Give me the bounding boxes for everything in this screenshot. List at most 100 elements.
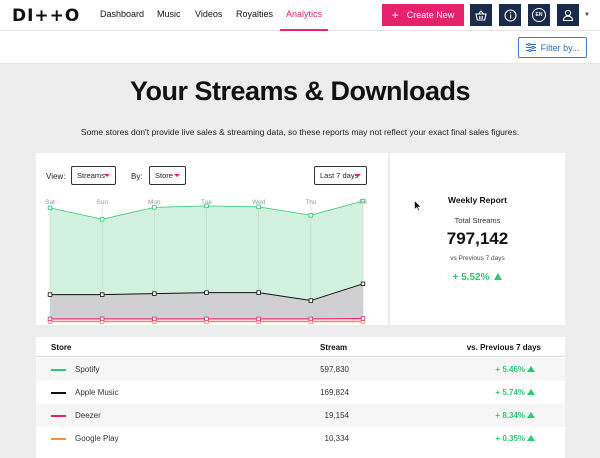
- total-streams-value: 797,142: [446, 229, 509, 248]
- data-point-deezer[interactable]: [360, 316, 366, 321]
- store-change: + 8.34%: [495, 411, 525, 420]
- store-name: Deezer: [75, 411, 101, 420]
- page-title: Your Streams & Downloads: [129, 76, 471, 106]
- x-tick-label: Wed: [252, 199, 266, 206]
- data-point-spotify[interactable]: [204, 203, 209, 209]
- trend-up-icon: [527, 435, 535, 441]
- table-row[interactable]: Deezer 19,154 + 8.34%: [36, 404, 565, 427]
- total-streams-label: Total Streams: [454, 216, 501, 225]
- trend-up-icon: [494, 273, 503, 280]
- store-name: Apple Music: [75, 388, 119, 397]
- column-header-stream[interactable]: Stream: [320, 343, 348, 352]
- language-button[interactable]: EN: [528, 4, 550, 26]
- ditto-logo[interactable]: DI++O: [12, 6, 81, 26]
- filter-by-label: Filter by...: [540, 42, 580, 53]
- x-tick-label: Thu: [305, 199, 317, 206]
- nav-item-royalties[interactable]: Royalties: [236, 9, 274, 19]
- nav-item-dashboard[interactable]: Dashboard: [100, 9, 145, 19]
- x-tick-label: Fri: [359, 199, 367, 206]
- data-point-spotify[interactable]: [256, 204, 261, 210]
- stream-count: 169,824: [320, 388, 349, 397]
- column-header-change[interactable]: vs. Previous 7 days: [466, 343, 541, 352]
- weekly-change-value: + 5.52%: [452, 272, 490, 283]
- store-change: + 5.74%: [495, 388, 525, 397]
- store-breakdown-table: Store Stream vs. Previous 7 days Spotify…: [36, 337, 565, 458]
- nav-item-analytics[interactable]: Analytics: [286, 9, 323, 19]
- table-row[interactable]: Spotify 597,830 + 5.46%: [36, 358, 565, 381]
- data-point-deezer[interactable]: [47, 316, 53, 322]
- table-header: Store Stream vs. Previous 7 days: [36, 337, 565, 357]
- data-point-spotify[interactable]: [99, 217, 105, 222]
- table-row[interactable]: Apple Music 169,824 + 5.74%: [36, 381, 565, 404]
- x-tick-label: Mon: [148, 199, 161, 206]
- create-new-label: Create New: [406, 10, 455, 20]
- trend-up-icon: [527, 366, 535, 372]
- data-point-deezer[interactable]: [308, 316, 314, 322]
- data-point-deezer[interactable]: [204, 316, 209, 322]
- by-select-value: Store: [155, 171, 173, 180]
- data-point-deezer[interactable]: [152, 316, 157, 322]
- chevron-down-icon[interactable]: ▼: [584, 12, 590, 18]
- x-tick-label: Tue: [201, 199, 212, 206]
- data-point-spotify[interactable]: [360, 198, 366, 204]
- stream-count: 597,830: [320, 365, 349, 374]
- basket-icon: [475, 9, 487, 21]
- view-select-value: Streams: [77, 171, 105, 180]
- data-point-apple-music[interactable]: [256, 290, 261, 295]
- table-row[interactable]: Google Play 10,334 + 0.35%: [36, 427, 565, 450]
- column-header-store[interactable]: Store: [51, 343, 72, 352]
- active-tab-indicator: [280, 29, 328, 31]
- nav-item-music[interactable]: Music: [157, 9, 181, 19]
- view-select[interactable]: Streams: [71, 166, 116, 185]
- store-change: + 5.46%: [495, 365, 525, 374]
- data-point-apple-music[interactable]: [204, 290, 209, 295]
- data-point-apple-music[interactable]: [152, 291, 157, 296]
- streams-area-chart: Sat Sun Mon Tue Wed Thu Fri: [45, 198, 367, 324]
- store-change: + 0.35%: [495, 434, 525, 443]
- top-navigation: DI++O Dashboard Music Videos Royalties A…: [0, 0, 600, 31]
- filter-bar: Filter by...: [0, 31, 600, 64]
- data-point-apple-music[interactable]: [47, 292, 53, 297]
- info-icon: [503, 8, 517, 22]
- data-point-apple-music[interactable]: [360, 281, 366, 287]
- period-select[interactable]: Last 7 days: [314, 166, 367, 185]
- stream-count: 10,334: [324, 434, 349, 443]
- trend-up-icon: [527, 412, 535, 418]
- language-icon: EN: [532, 8, 546, 22]
- info-button[interactable]: [499, 4, 521, 26]
- nav-item-videos[interactable]: Videos: [195, 9, 223, 19]
- filter-by-button[interactable]: Filter by...: [518, 37, 587, 58]
- data-point-deezer[interactable]: [99, 316, 105, 322]
- create-new-button[interactable]: + Create New: [382, 4, 464, 26]
- trend-up-icon: [527, 389, 535, 395]
- series-color-swatch: [51, 415, 66, 417]
- basket-button[interactable]: [470, 4, 492, 26]
- data-point-spotify[interactable]: [152, 205, 157, 210]
- plus-icon: +: [391, 8, 399, 22]
- data-point-spotify[interactable]: [47, 205, 53, 211]
- mouse-cursor-icon: [414, 200, 422, 211]
- user-icon: [562, 9, 574, 21]
- period-select-value: Last 7 days: [320, 171, 359, 180]
- view-label: View:: [46, 172, 66, 181]
- page-subtitle: Some stores don't provide live sales & s…: [80, 127, 520, 137]
- streams-chart-card: Sat Sun Mon Tue Wed Thu Fri View: Streams By: …: [36, 153, 388, 325]
- caret-down-icon: [174, 174, 180, 177]
- weekly-change: + 5.52%: [390, 272, 565, 283]
- user-menu-button[interactable]: [557, 4, 579, 26]
- x-tick-label: Sun: [96, 199, 108, 206]
- caret-down-icon: [104, 174, 110, 177]
- by-label: By:: [131, 172, 143, 181]
- series-color-swatch: [51, 392, 66, 394]
- data-point-spotify[interactable]: [308, 213, 314, 218]
- sliders-icon: [525, 43, 536, 52]
- data-point-apple-music[interactable]: [308, 298, 314, 303]
- weekly-report-title: Weekly Report: [448, 195, 507, 205]
- x-tick-label: Sat: [45, 199, 55, 206]
- weekly-report-card: Weekly Report Total Streams 797,142 vs P…: [390, 153, 565, 325]
- by-select[interactable]: Store: [149, 166, 186, 185]
- store-name: Spotify: [75, 365, 100, 374]
- data-point-apple-music[interactable]: [99, 292, 105, 297]
- data-point-deezer[interactable]: [256, 316, 261, 322]
- stream-count: 19,154: [324, 411, 349, 420]
